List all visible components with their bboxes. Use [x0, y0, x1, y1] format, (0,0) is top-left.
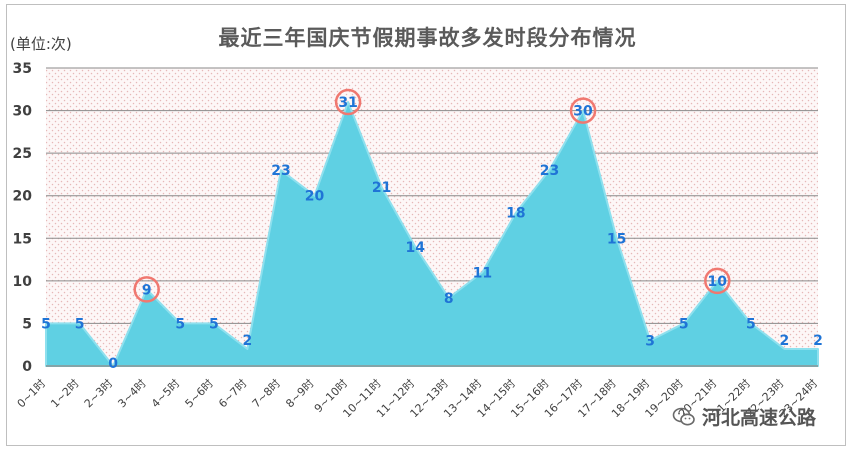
data-label: 15: [607, 231, 626, 247]
data-label: 18: [506, 206, 525, 222]
x-tick-label: 5~6时: [183, 377, 216, 410]
data-label: 31: [338, 95, 357, 111]
data-label: 5: [746, 316, 756, 332]
y-tick-label: 0: [22, 359, 32, 375]
data-label: 9: [142, 282, 152, 298]
data-label: 2: [243, 333, 253, 349]
x-tick-label: 7~8时: [250, 377, 283, 410]
data-label: 5: [209, 316, 219, 332]
x-tick-label: 6~7时: [216, 377, 249, 410]
x-tick-label: 1~2时: [48, 377, 81, 410]
x-tick-label: 3~4时: [115, 377, 148, 410]
data-label: 5: [175, 316, 185, 332]
y-tick-label: 20: [13, 189, 33, 205]
y-tick-label: 30: [13, 104, 33, 120]
data-label: 23: [540, 163, 559, 179]
data-label: 2: [813, 333, 823, 349]
highlight-circle: [704, 267, 731, 295]
data-label: 5: [75, 316, 85, 332]
data-label: 30: [573, 104, 593, 120]
x-tick-label: 4~5时: [149, 377, 182, 410]
data-label: 3: [645, 333, 655, 349]
x-tick-label: 2~3时: [82, 377, 115, 410]
data-label: 10: [708, 274, 728, 290]
watermark: 河北高速公路: [672, 403, 816, 430]
highlight-circle: [334, 88, 362, 116]
y-tick-label: 15: [13, 231, 32, 247]
data-label: 8: [444, 291, 454, 307]
y-tick-label: 35: [13, 61, 32, 77]
data-label: 2: [780, 333, 790, 349]
data-label: 14: [405, 240, 425, 256]
unit-label: (单位:次): [10, 35, 72, 53]
series-area: [45, 101, 819, 367]
data-label: 20: [305, 189, 325, 205]
data-label: 23: [271, 163, 290, 179]
data-label: 11: [473, 265, 492, 281]
wechat-icon: [672, 407, 695, 425]
data-label: 21: [372, 180, 391, 196]
y-tick-label: 25: [13, 146, 32, 162]
chart-title: 最近三年国庆节假期事故多发时段分布情况: [218, 26, 637, 50]
y-tick-label: 10: [13, 274, 33, 290]
highlight-circle: [133, 276, 160, 303]
data-label: 5: [41, 316, 51, 332]
data-label: 0: [108, 356, 118, 372]
data-label: 5: [679, 316, 689, 332]
y-tick-label: 5: [22, 316, 32, 332]
x-tick-label: 0~1时: [15, 377, 48, 410]
highlight-circle: [569, 97, 597, 124]
watermark-text: 河北高速公路: [702, 407, 817, 429]
